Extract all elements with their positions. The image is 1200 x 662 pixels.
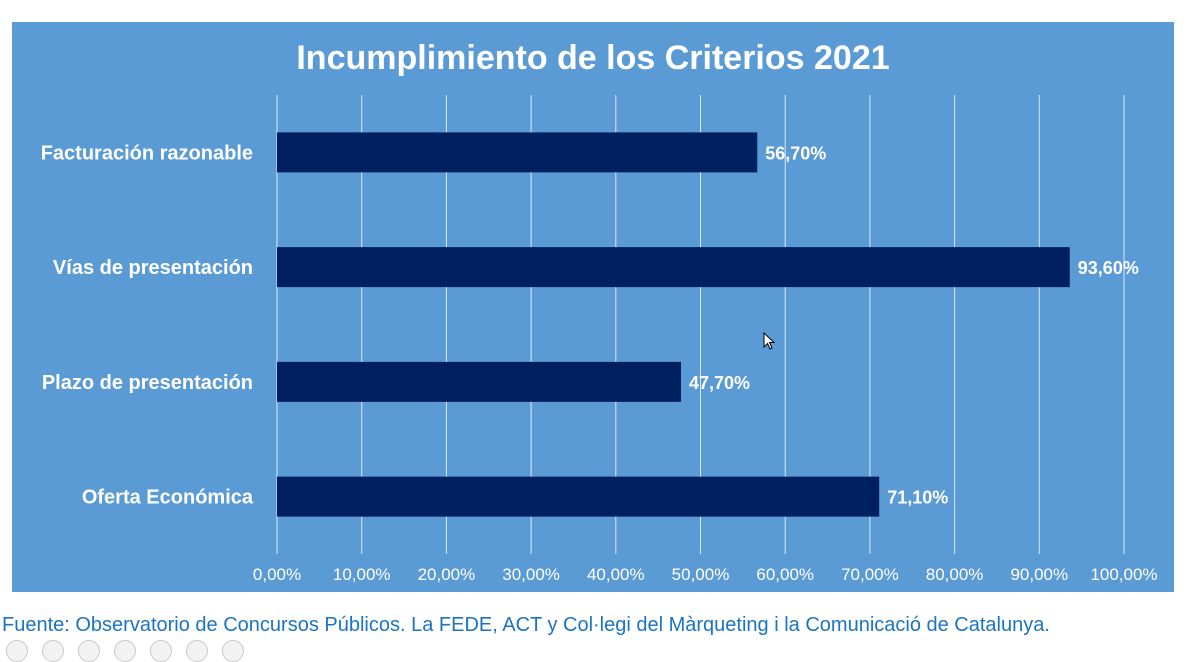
pen-icon[interactable] — [78, 640, 100, 662]
subtitles-icon[interactable] — [186, 640, 208, 662]
chart-panel: Incumplimiento de los Criterios 2021 0,0… — [12, 22, 1174, 592]
play-icon[interactable] — [42, 640, 64, 662]
x-tick-label: 100,00% — [1090, 565, 1157, 584]
bar — [277, 361, 682, 402]
source-citation: Fuente: Observatorio de Concursos Públic… — [2, 614, 1050, 636]
slides-icon[interactable] — [114, 640, 136, 662]
player-controls — [0, 640, 244, 662]
bar-chart: Incumplimiento de los Criterios 2021 0,0… — [41, 39, 1158, 584]
x-tick-label: 40,00% — [587, 565, 645, 584]
x-tick-label: 90,00% — [1010, 565, 1068, 584]
zoom-icon[interactable] — [150, 640, 172, 662]
mouse-cursor-icon — [763, 332, 776, 350]
labels: 0,00% 10,00% 20,00% 30,00% 40,00% 50,00% 60,00… — [41, 142, 1158, 584]
data-label: 71,10% — [887, 488, 948, 508]
data-label: 56,70% — [765, 143, 826, 163]
bar — [277, 476, 880, 517]
bar — [277, 247, 1070, 288]
x-tick-label: 10,00% — [333, 565, 391, 584]
x-tick-label: 20,00% — [418, 565, 476, 584]
bar — [277, 132, 758, 173]
x-tick-label: 80,00% — [926, 565, 984, 584]
data-label: 93,60% — [1078, 258, 1139, 278]
data-label: 47,70% — [689, 373, 750, 393]
x-tick-label: 70,00% — [841, 565, 899, 584]
more-icon[interactable] — [222, 640, 244, 662]
category-label: Facturación razonable — [41, 142, 253, 164]
x-tick-label: 60,00% — [756, 565, 814, 584]
previous-icon[interactable] — [6, 640, 28, 662]
category-label: Plazo de presentación — [42, 372, 253, 394]
chart-title: Incumplimiento de los Criterios 2021 — [296, 39, 889, 77]
x-tick-label: 50,00% — [672, 565, 730, 584]
bars — [277, 132, 1070, 517]
category-label: Oferta Económica — [82, 487, 254, 509]
category-label: Vías de presentación — [53, 257, 253, 279]
x-tick-label: 0,00% — [253, 565, 301, 584]
x-tick-label: 30,00% — [502, 565, 560, 584]
